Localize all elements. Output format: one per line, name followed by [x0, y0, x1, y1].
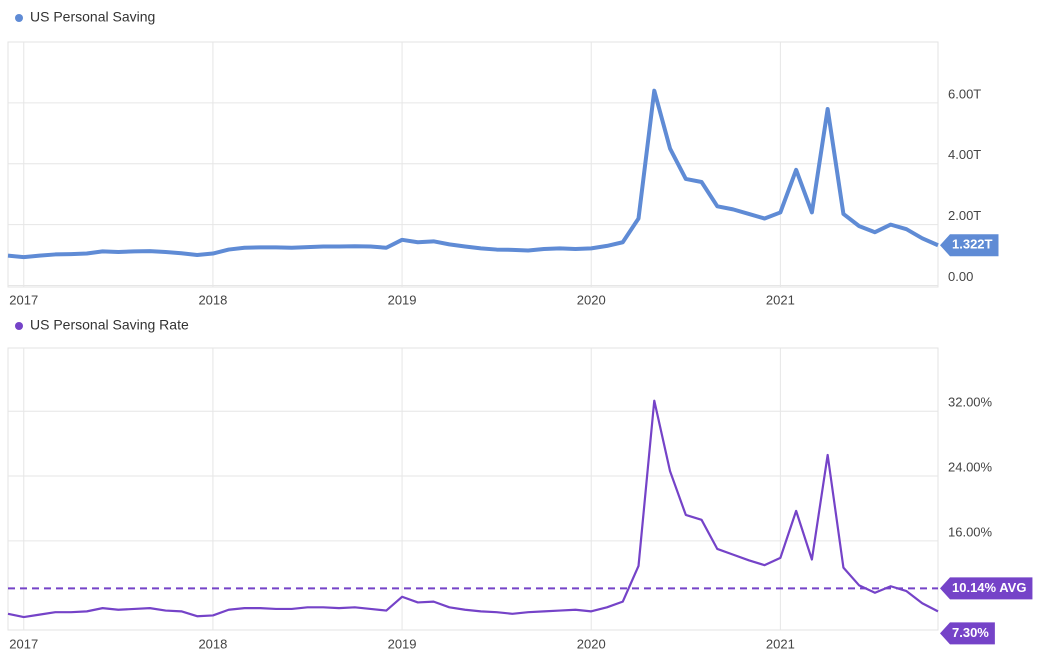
series-line	[7, 88, 939, 260]
value-badge	[940, 234, 999, 257]
x-tick-label: 2019	[388, 292, 417, 307]
legend-label: US Personal Saving	[30, 9, 155, 25]
x-tick-label: 2017	[9, 292, 38, 307]
x-tick-label: 2021	[766, 292, 795, 307]
x-tick-label: 2018	[198, 292, 227, 307]
y-tick-label: 32.00%	[948, 395, 993, 410]
plot-frame	[7, 347, 939, 631]
y-tick-label: 6.00T	[948, 86, 981, 101]
x-tick-label: 2018	[198, 636, 227, 651]
legend-marker	[15, 14, 23, 22]
y-tick-label: 4.00T	[948, 147, 981, 162]
y-tick-label: 0.00	[948, 269, 973, 284]
value-badge	[940, 577, 1033, 600]
x-tick-label: 2021	[766, 636, 795, 651]
value-badge-label: 1.322T	[952, 237, 993, 252]
legend-label: US Personal Saving Rate	[30, 317, 189, 333]
y-tick-label: 2.00T	[948, 208, 981, 223]
y-tick-label: 16.00%	[948, 524, 993, 539]
value-badge	[940, 622, 995, 645]
series-line	[7, 399, 939, 619]
value-badge-label: 10.14% AVG	[952, 580, 1026, 595]
plot-frame	[7, 41, 939, 288]
legend-marker	[15, 322, 23, 330]
x-tick-label: 2019	[388, 636, 417, 651]
x-tick-label: 2020	[577, 636, 606, 651]
value-badge-label: 7.30%	[952, 625, 989, 640]
x-tick-label: 2020	[577, 292, 606, 307]
y-tick-label: 24.00%	[948, 459, 993, 474]
x-tick-label: 2017	[9, 636, 38, 651]
